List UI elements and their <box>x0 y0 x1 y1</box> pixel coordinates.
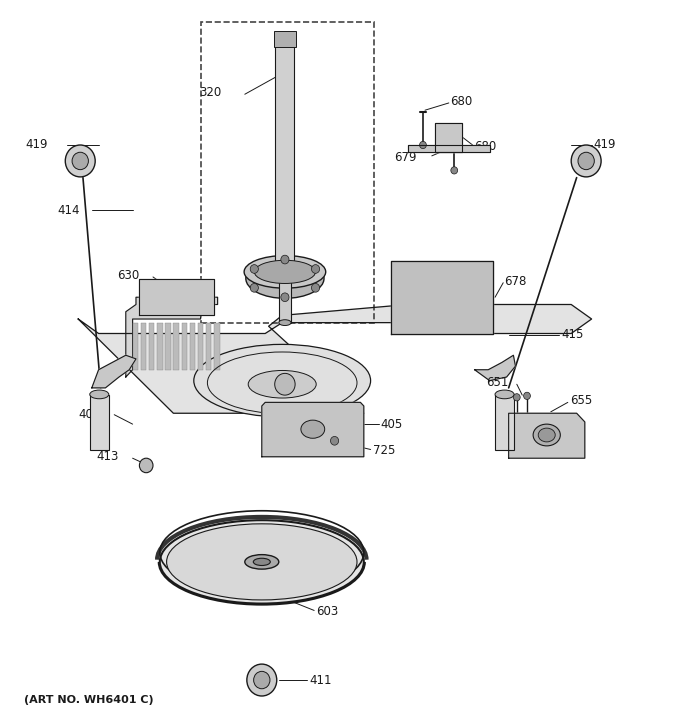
Text: 320: 320 <box>199 86 221 99</box>
Text: 413: 413 <box>97 450 119 463</box>
Text: 414: 414 <box>58 204 80 217</box>
Circle shape <box>524 392 530 399</box>
Text: 419: 419 <box>25 138 48 152</box>
Text: 679: 679 <box>394 151 416 164</box>
Bar <box>279 273 291 323</box>
Polygon shape <box>262 402 364 457</box>
Circle shape <box>275 373 295 395</box>
Text: (ART NO. WH6401 C): (ART NO. WH6401 C) <box>24 695 154 705</box>
Text: 419: 419 <box>593 138 615 152</box>
Text: 403: 403 <box>78 408 101 421</box>
Polygon shape <box>435 123 462 152</box>
Ellipse shape <box>160 521 364 603</box>
Circle shape <box>281 255 289 264</box>
Ellipse shape <box>194 344 371 417</box>
Ellipse shape <box>245 555 279 569</box>
Circle shape <box>250 265 258 273</box>
Text: 415: 415 <box>561 328 583 341</box>
Circle shape <box>311 283 320 292</box>
Ellipse shape <box>90 390 109 399</box>
Polygon shape <box>126 297 218 377</box>
Ellipse shape <box>167 523 357 600</box>
Circle shape <box>72 152 88 170</box>
Ellipse shape <box>279 320 291 326</box>
Polygon shape <box>509 413 585 458</box>
Text: 680: 680 <box>450 95 473 108</box>
Circle shape <box>281 293 289 302</box>
Ellipse shape <box>248 370 316 398</box>
Bar <box>206 323 211 370</box>
Polygon shape <box>408 145 490 152</box>
Bar <box>173 323 179 370</box>
Ellipse shape <box>539 428 555 442</box>
Bar <box>274 31 296 47</box>
Circle shape <box>139 458 153 473</box>
Bar <box>275 44 294 276</box>
Bar <box>141 323 146 370</box>
Bar <box>133 323 138 370</box>
Polygon shape <box>78 304 592 413</box>
Circle shape <box>65 145 95 177</box>
Bar <box>182 323 187 370</box>
Polygon shape <box>92 355 136 388</box>
Text: 678: 678 <box>505 275 527 288</box>
Polygon shape <box>475 355 515 381</box>
Polygon shape <box>139 279 214 315</box>
Bar <box>495 395 514 450</box>
Text: 411: 411 <box>309 674 332 687</box>
Ellipse shape <box>495 390 514 399</box>
Text: 655: 655 <box>570 394 592 407</box>
Polygon shape <box>391 261 493 334</box>
Ellipse shape <box>533 424 560 446</box>
Bar <box>157 323 163 370</box>
Circle shape <box>451 167 458 174</box>
Bar <box>198 323 203 370</box>
Text: 680: 680 <box>474 140 496 153</box>
Bar <box>214 323 220 370</box>
Bar <box>201 22 374 323</box>
Text: 725: 725 <box>373 444 395 457</box>
Circle shape <box>420 141 426 149</box>
Circle shape <box>250 283 258 292</box>
Text: 603: 603 <box>316 605 339 618</box>
Ellipse shape <box>254 260 316 283</box>
Ellipse shape <box>244 256 326 289</box>
Text: 405: 405 <box>381 418 403 431</box>
Circle shape <box>513 394 520 401</box>
Ellipse shape <box>301 420 325 438</box>
Circle shape <box>311 265 320 273</box>
Ellipse shape <box>253 558 271 566</box>
Circle shape <box>571 145 601 177</box>
Circle shape <box>254 671 270 689</box>
Bar <box>165 323 171 370</box>
Ellipse shape <box>246 259 324 299</box>
Bar <box>190 323 195 370</box>
Text: 651: 651 <box>486 376 509 389</box>
Bar <box>149 323 154 370</box>
Circle shape <box>330 436 339 445</box>
Circle shape <box>247 664 277 696</box>
Text: 630: 630 <box>117 269 139 282</box>
Bar <box>90 395 109 450</box>
Circle shape <box>578 152 594 170</box>
